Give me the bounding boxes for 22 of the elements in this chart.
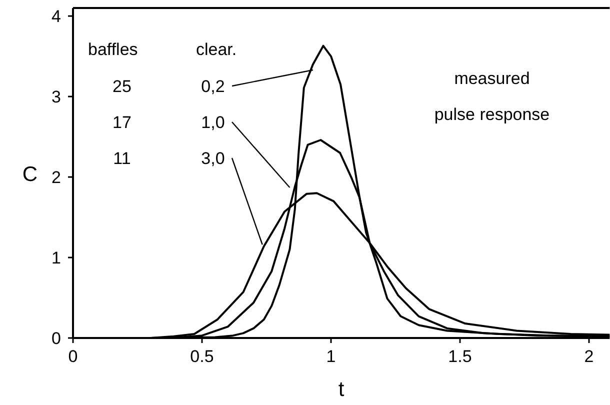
annotation: 11 <box>113 149 131 168</box>
annotation: baffles <box>88 40 138 59</box>
y-tick-label: 4 <box>52 7 61 26</box>
annotation: 3,0 <box>201 149 225 168</box>
annotation: pulse response <box>434 105 550 124</box>
annotation: 1,0 <box>201 113 225 132</box>
y-tick-label: 0 <box>52 329 61 348</box>
x-tick-label: 1.5 <box>448 347 472 366</box>
x-tick-label: 0.5 <box>190 347 214 366</box>
x-axis-title: t <box>338 378 344 401</box>
annotation: 25 <box>112 77 132 96</box>
y-axis-title: C <box>22 163 38 186</box>
annotation: 0,2 <box>201 77 225 96</box>
annotation: measured <box>454 69 530 88</box>
annotation: 17 <box>112 113 132 132</box>
x-tick-label: 2 <box>584 347 594 366</box>
x-tick-label: 1 <box>326 347 336 366</box>
annotation: clear. <box>196 40 237 59</box>
y-tick-label: 1 <box>52 248 61 268</box>
x-tick-label: 0 <box>68 347 78 366</box>
y-tick-label: 3 <box>52 88 61 107</box>
y-tick-label: 2 <box>52 168 61 188</box>
